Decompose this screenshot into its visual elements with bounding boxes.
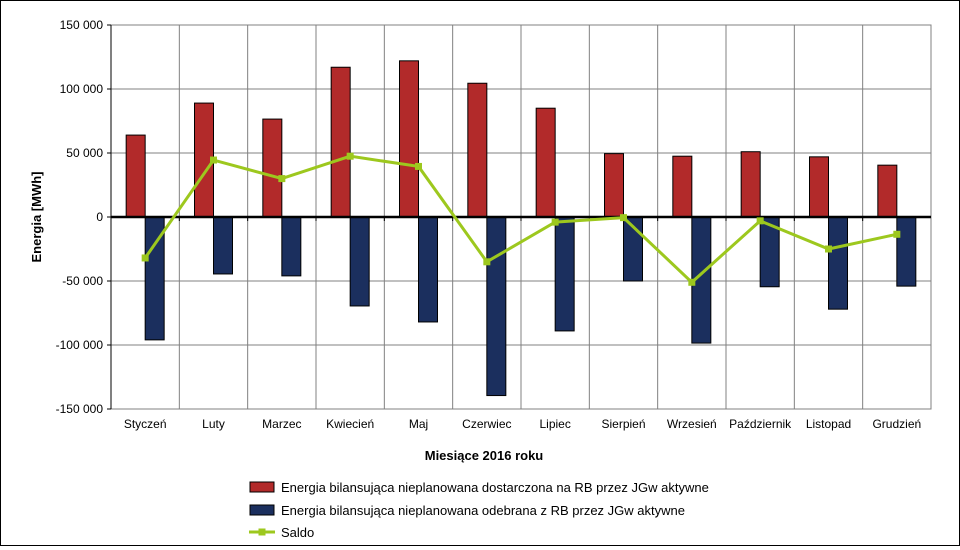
bar-delivered <box>740 151 761 218</box>
x-tick-label: Maj <box>409 417 428 431</box>
x-tick-label: Styczeń <box>124 417 167 431</box>
x-tick-label: Sierpień <box>601 417 645 431</box>
legend-label: Energia bilansująca nieplanowana odebran… <box>281 503 685 518</box>
bar-delivered <box>877 164 898 218</box>
x-axis-title: Miesiące 2016 roku <box>425 448 544 463</box>
legend: Energia bilansująca nieplanowana dostarc… <box>249 480 709 540</box>
x-tick-label: Luty <box>202 417 225 431</box>
bar-received <box>896 216 917 287</box>
y-tick-label: 50 000 <box>66 146 103 160</box>
y-tick-label: 0 <box>96 210 103 224</box>
y-tick-label: 150 000 <box>60 18 104 32</box>
bar-delivered <box>330 66 351 218</box>
y-tick-label: -150 000 <box>56 402 104 416</box>
bar-received <box>828 216 848 310</box>
x-tick-label: Grudzień <box>872 417 921 431</box>
x-tick-labels: Styczeń Luty Marzec Kwiecień Maj Czerwiec Lipi… <box>124 417 921 431</box>
saldo-point <box>688 278 696 286</box>
saldo-line-group <box>141 152 901 286</box>
x-tick-label: Czerwiec <box>462 417 511 431</box>
saldo-point <box>346 152 354 160</box>
axes <box>107 24 931 410</box>
bar-received <box>554 216 575 332</box>
bar-delivered <box>467 82 488 218</box>
saldo-point <box>415 162 422 170</box>
x-tick-label: Październik <box>729 417 792 431</box>
x-tick-label: Wrzesień <box>667 417 717 431</box>
x-tick-label: Lipiec <box>539 417 570 431</box>
bar-delivered <box>125 134 146 218</box>
saldo-point <box>141 254 149 262</box>
saldo-point <box>551 218 559 226</box>
legend-swatch <box>249 481 275 493</box>
bar-received <box>349 216 370 307</box>
bar-received <box>418 216 438 323</box>
saldo-point <box>893 230 901 238</box>
saldo-point <box>278 175 286 183</box>
y-tick-label: 100 000 <box>60 82 104 96</box>
bar-delivered <box>604 153 624 218</box>
x-tick-label: Marzec <box>262 417 301 431</box>
legend-label: Energia bilansująca nieplanowana dostarc… <box>281 480 709 495</box>
bar-delivered <box>535 107 556 218</box>
saldo-point <box>483 258 491 266</box>
bar-delivered <box>809 156 829 218</box>
legend-swatch <box>249 504 275 516</box>
bar-received <box>281 216 302 277</box>
x-tick-label: Kwiecień <box>326 417 374 431</box>
legend-line-marker <box>258 528 266 536</box>
y-axis-title: Energia [MWh] <box>29 172 44 263</box>
y-tick-label: -100 000 <box>56 338 104 352</box>
bar-received <box>213 216 233 275</box>
saldo-line <box>143 154 898 285</box>
saldo-point <box>210 156 217 164</box>
bar-delivered <box>399 60 419 218</box>
y-tick-labels: 150 000 100 000 50 000 0 -50 000 -100 000 -150… <box>56 18 104 416</box>
bar-delivered <box>262 118 283 218</box>
legend-label: Saldo <box>281 525 314 540</box>
saldo-point <box>825 245 832 253</box>
saldo-point <box>620 214 627 222</box>
bar-received <box>486 216 507 397</box>
bars <box>125 60 917 397</box>
y-tick-label: -50 000 <box>62 274 103 288</box>
saldo-point <box>756 217 764 225</box>
x-tick-label: Listopad <box>806 417 851 431</box>
bar-delivered <box>672 155 693 218</box>
